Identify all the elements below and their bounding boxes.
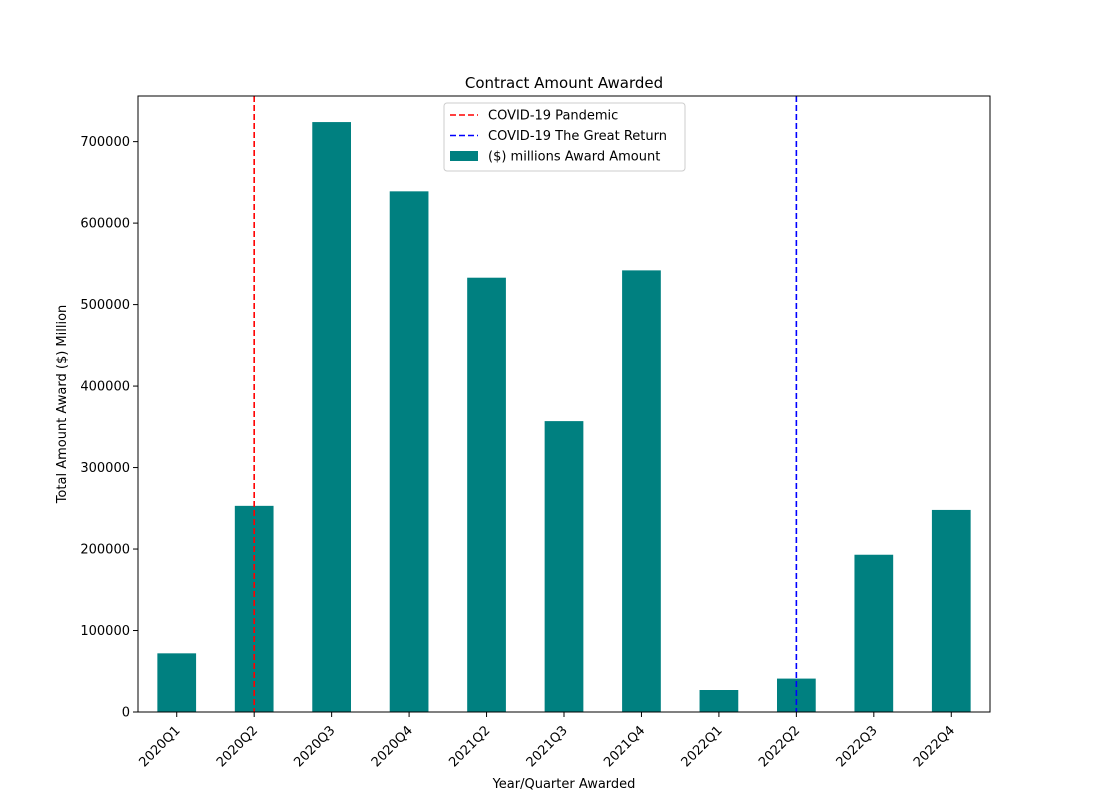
x-tick-label: 2022Q1 <box>679 723 726 770</box>
x-tick-label: 2022Q3 <box>834 723 881 770</box>
y-axis-label: Total Amount Award ($) Million <box>55 305 70 505</box>
y-tick-label: 0 <box>122 706 130 721</box>
y-tick-label: 400000 <box>80 380 130 395</box>
bar-2022Q1 <box>699 690 739 712</box>
y-tick-label: 500000 <box>80 298 130 313</box>
y-tick-label: 100000 <box>80 624 130 639</box>
x-tick-label: 2021Q4 <box>601 723 648 770</box>
bar-2020Q1 <box>157 653 197 712</box>
x-tick-label: 2020Q4 <box>369 723 416 770</box>
bar-2020Q3 <box>312 122 351 712</box>
x-tick-label: 2020Q1 <box>136 723 183 770</box>
legend: COVID-19 Pandemic COVID-19 The Great Retu… <box>443 102 686 172</box>
x-axis: 2020Q1 2020Q2 2020Q3 2020Q4 2021Q2 2021Q3 2021… <box>136 712 958 770</box>
y-axis: 0 100000 200000 300000 400000 500000 600000 700… <box>80 135 138 721</box>
x-axis-label: Year/Quarter Awarded <box>492 777 636 792</box>
reference-lines-layer <box>253 96 798 712</box>
bar-2022Q3 <box>854 554 894 712</box>
legend-bar-swatch <box>450 151 478 161</box>
chart-title: Contract Amount Awarded <box>465 74 663 92</box>
bar-2021Q2 <box>467 277 506 712</box>
bar-2022Q4 <box>931 509 971 712</box>
bars-layer <box>157 122 971 713</box>
y-tick-label: 600000 <box>80 217 130 232</box>
legend-label: COVID-19 The Great Return <box>488 129 667 144</box>
x-tick-label: 2022Q4 <box>911 723 958 770</box>
bar-2021Q3 <box>544 421 584 712</box>
x-tick-label: 2020Q2 <box>214 723 261 770</box>
legend-label: ($) millions Award Amount <box>488 150 660 165</box>
x-tick-label: 2021Q3 <box>524 723 571 770</box>
x-tick-label: 2020Q3 <box>291 723 338 770</box>
legend-box <box>443 102 686 172</box>
y-tick-label: 700000 <box>80 135 130 150</box>
bar-2020Q4 <box>389 191 429 713</box>
bar-2021Q4 <box>622 270 661 712</box>
x-tick-label: 2021Q2 <box>446 723 493 770</box>
y-tick-label: 300000 <box>80 461 130 476</box>
x-tick-label: 2022Q2 <box>756 723 803 770</box>
y-tick-label: 200000 <box>80 543 130 558</box>
legend-label: COVID-19 Pandemic <box>488 109 618 124</box>
